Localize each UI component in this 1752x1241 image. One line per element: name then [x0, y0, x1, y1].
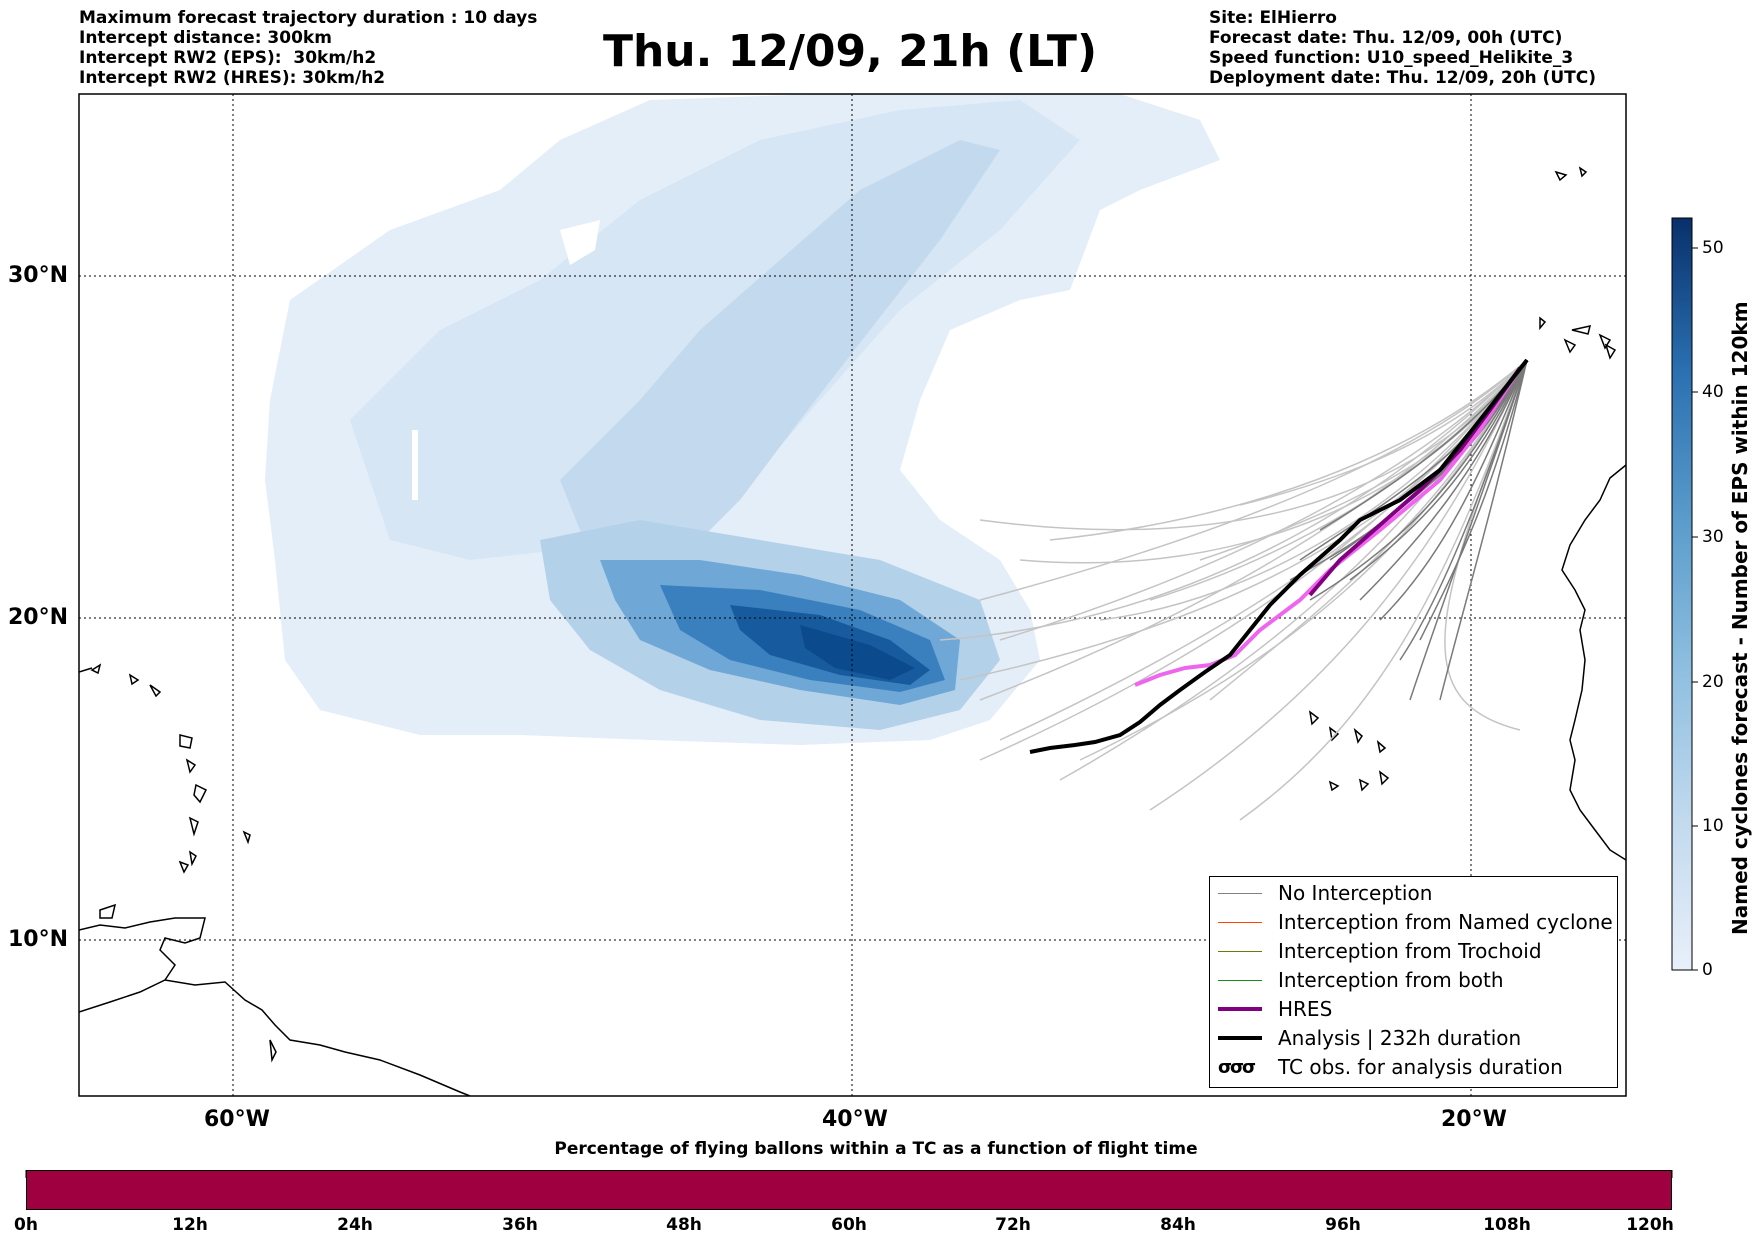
- header-left-line-4: Intercept RW2 (HRES): 30km/h2: [79, 68, 386, 88]
- time-tick-120h: 120h: [1626, 1215, 1674, 1235]
- header-left-line-2: Intercept distance: 300km: [79, 28, 332, 48]
- eps-density-shading: [265, 94, 1220, 745]
- legend-label-no-interception: No Interception: [1278, 881, 1433, 905]
- colorbar-tick-40: 40: [1702, 382, 1724, 402]
- legend-swatch-named-cyclone: [1218, 921, 1262, 923]
- legend-no-interception: No Interception: [1218, 879, 1432, 907]
- legend-swatch-analysis: [1218, 1036, 1262, 1040]
- colorbar-tick-30: 30: [1702, 527, 1724, 547]
- colorbar-tick-20: 20: [1702, 672, 1724, 692]
- legend-hres: HRES: [1218, 995, 1332, 1023]
- legend-label-analysis: Analysis | 232h duration: [1278, 1026, 1522, 1050]
- bottom-bar-title: Percentage of flying ballons within a TC…: [554, 1139, 1198, 1159]
- legend-label-named-cyclone: Interception from Named cyclone: [1278, 910, 1613, 934]
- time-tick-84h: 84h: [1160, 1215, 1196, 1235]
- legend-label-tc-obs: TC obs. for analysis duration: [1278, 1055, 1563, 1079]
- time-tick-48h: 48h: [666, 1215, 702, 1235]
- analysis-trajectory: [1029, 358, 1529, 754]
- legend-tc-obs: σσσ TC obs. for analysis duration: [1218, 1053, 1563, 1081]
- hres-trajectory-magenta: [1134, 366, 1522, 687]
- legend-swatch-both: [1218, 979, 1262, 981]
- colorbar-title: Named cyclones forecast - Number of EPS …: [1728, 301, 1752, 935]
- time-tick-60h: 60h: [831, 1215, 867, 1235]
- colorbar-tick-50: 50: [1702, 238, 1724, 258]
- header-left-line-3: Intercept RW2 (EPS): 30km/h2: [79, 48, 377, 68]
- legend-analysis: Analysis | 232h duration: [1218, 1024, 1521, 1052]
- colorbar-ticks: [1692, 247, 1698, 971]
- time-tick-36h: 36h: [502, 1215, 538, 1235]
- legend-named-cyclone: Interception from Named cyclone: [1218, 908, 1613, 936]
- header-right-line-3: Speed function: U10_speed_Helikite_3: [1209, 48, 1574, 68]
- legend-swatch-no-interception: [1218, 892, 1262, 894]
- tc-obs-symbol-icon: σσσ: [1218, 1056, 1256, 1078]
- time-tick-12h: 12h: [172, 1215, 208, 1235]
- coastlines: [79, 166, 1626, 1096]
- time-tick-24h: 24h: [337, 1215, 373, 1235]
- map-frame: [78, 93, 1627, 1097]
- time-tick-96h: 96h: [1325, 1215, 1361, 1235]
- lon-tick-20w: 20°W: [1441, 1107, 1507, 1132]
- legend-trochoid: Interception from Trochoid: [1218, 937, 1542, 965]
- legend-label-both: Interception from both: [1278, 968, 1504, 992]
- header-right-line-1: Site: ElHierro: [1209, 8, 1337, 28]
- header-right-line-2: Forecast date: Thu. 12/09, 00h (UTC): [1209, 28, 1563, 48]
- lat-tick-10n: 10°N: [8, 927, 69, 952]
- flight-time-bar: [26, 1170, 1672, 1210]
- time-tick-0h: 0h: [14, 1215, 38, 1235]
- lon-tick-40w: 40°W: [822, 1107, 888, 1132]
- legend-label-hres: HRES: [1278, 997, 1333, 1021]
- legend-swatch-trochoid: [1218, 950, 1262, 952]
- colorbar-tick-10: 10: [1702, 816, 1724, 836]
- legend-both: Interception from both: [1218, 966, 1504, 994]
- legend-label-trochoid: Interception from Trochoid: [1278, 939, 1542, 963]
- time-tick-108h: 108h: [1483, 1215, 1531, 1235]
- lat-tick-30n: 30°N: [8, 263, 69, 288]
- lon-tick-60w: 60°W: [204, 1107, 270, 1132]
- legend-swatch-hres: [1218, 1007, 1262, 1011]
- colorbar-gradient: [1671, 217, 1693, 971]
- lat-tick-20n: 20°N: [8, 605, 69, 630]
- legend: No Interception Interception from Named …: [1209, 876, 1618, 1088]
- header-left-line-1: Maximum forecast trajectory duration : 1…: [79, 8, 538, 28]
- header-right-line-4: Deployment date: Thu. 12/09, 20h (UTC): [1209, 68, 1596, 88]
- time-tick-72h: 72h: [995, 1215, 1031, 1235]
- map-title: Thu. 12/09, 21h (LT): [602, 26, 1098, 77]
- colorbar-tick-0: 0: [1702, 960, 1713, 980]
